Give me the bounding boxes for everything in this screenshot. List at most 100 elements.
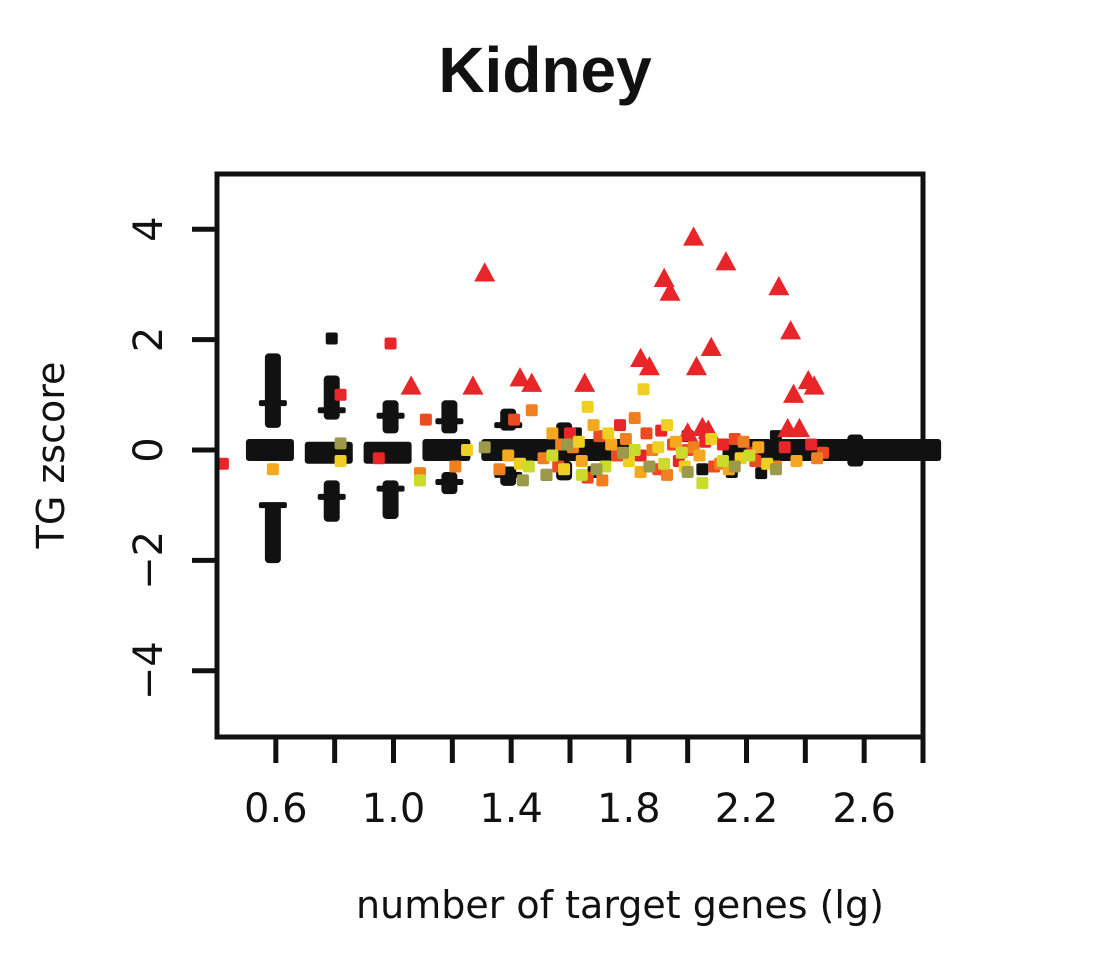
data-point-column xyxy=(264,353,281,428)
y-tick-label: −2 xyxy=(126,531,172,590)
data-point-triangle xyxy=(659,281,681,301)
data-point-square xyxy=(769,463,782,476)
data-point-triangle xyxy=(474,262,496,282)
data-point-square xyxy=(614,419,627,432)
x-axis: 0.6 1.0 1.4 1.8 2.2 2.6 xyxy=(244,734,926,832)
data-point-square xyxy=(564,427,576,440)
data-point-square xyxy=(334,388,347,401)
data-point-square xyxy=(696,477,709,490)
data-point-square xyxy=(596,474,609,487)
data-point-triangle xyxy=(574,372,596,392)
y-axis-label: TG zscore xyxy=(29,362,73,550)
data-point-square xyxy=(737,435,750,448)
data-point-triangle xyxy=(509,367,531,387)
data-point-square xyxy=(587,419,600,432)
data-point-square xyxy=(590,463,603,476)
data-point-triangle xyxy=(803,375,825,395)
data-point-square xyxy=(716,438,729,451)
data-point-square xyxy=(334,437,347,450)
data-point-square xyxy=(461,443,474,456)
data-point-square xyxy=(372,452,385,465)
x-axis-label: number of target genes (lg) xyxy=(356,883,884,927)
data-point-triangle xyxy=(780,320,802,340)
data-points xyxy=(216,226,942,564)
data-point-square xyxy=(419,413,432,426)
data-point-square xyxy=(334,455,347,468)
y-tick-label: 4 xyxy=(126,216,172,241)
data-point-triangle xyxy=(783,383,805,403)
data-point-square xyxy=(628,411,641,424)
x-tick-label: 0.6 xyxy=(244,786,308,832)
data-point-triangle xyxy=(715,251,737,271)
x-tick-label: 1.8 xyxy=(597,786,661,832)
data-point-square xyxy=(540,468,553,481)
data-point-triangle xyxy=(700,336,722,356)
data-point-dash xyxy=(317,493,346,500)
data-point-square xyxy=(669,435,682,448)
data-point-square xyxy=(643,460,656,473)
data-point-square xyxy=(575,468,588,481)
data-point-column xyxy=(847,434,864,467)
x-tick-label: 1.0 xyxy=(362,786,426,832)
data-point-square xyxy=(522,460,535,473)
data-point-square xyxy=(508,413,521,426)
data-point-triangle xyxy=(768,275,790,296)
data-point-square xyxy=(661,468,674,481)
x-tick-label: 2.2 xyxy=(715,786,779,832)
data-point-square xyxy=(716,455,729,468)
data-point-square xyxy=(616,446,629,459)
data-point-square xyxy=(661,419,674,432)
x-tick-label: 1.4 xyxy=(479,786,543,832)
data-point-square xyxy=(811,452,824,465)
data-point-square xyxy=(752,441,765,454)
data-point-square xyxy=(325,332,338,345)
data-point-square xyxy=(602,427,615,440)
data-point-dash xyxy=(258,502,287,509)
data-point-square xyxy=(561,438,574,451)
data-point-triangle xyxy=(400,375,422,395)
data-point-square xyxy=(493,463,506,476)
data-point-bar xyxy=(363,441,412,464)
y-tick-label: 2 xyxy=(126,327,172,352)
data-point-square xyxy=(658,457,671,470)
data-point-dash xyxy=(435,418,464,425)
data-point-square xyxy=(755,467,768,480)
data-point-column xyxy=(323,480,340,522)
data-point-triangle xyxy=(521,372,543,392)
data-point-square xyxy=(728,460,741,473)
data-point-triangle xyxy=(462,375,484,395)
data-point-square xyxy=(637,383,650,396)
data-point-square xyxy=(778,441,791,454)
data-point-square xyxy=(516,474,529,487)
data-point-bar xyxy=(422,438,471,461)
data-point-dash xyxy=(258,400,287,407)
data-point-square xyxy=(681,466,694,479)
data-point-triangle xyxy=(788,417,810,438)
data-point-square xyxy=(266,463,279,476)
data-point-square xyxy=(743,449,756,462)
data-point-square xyxy=(449,460,462,473)
data-point-square xyxy=(693,449,706,462)
data-point-square xyxy=(478,441,491,454)
data-point-square xyxy=(675,446,688,459)
data-point-square xyxy=(628,443,641,456)
data-point-square xyxy=(652,441,665,454)
data-point-square xyxy=(640,427,653,440)
data-point-square xyxy=(790,455,803,468)
data-point-dash xyxy=(376,412,405,419)
y-tick-label: 0 xyxy=(126,437,172,462)
data-point-column xyxy=(441,400,458,434)
data-point-triangle xyxy=(638,356,660,376)
data-point-square xyxy=(558,463,571,476)
data-point-square xyxy=(546,449,559,462)
data-point-square xyxy=(619,432,632,445)
data-point-bar xyxy=(245,438,294,461)
y-tick-label: −4 xyxy=(126,641,172,700)
data-point-bar xyxy=(893,438,942,461)
data-point-square xyxy=(696,463,709,476)
data-point-square xyxy=(575,455,588,468)
data-point-square xyxy=(413,474,426,487)
data-point-triangle xyxy=(653,267,675,287)
data-point-square xyxy=(502,449,515,462)
